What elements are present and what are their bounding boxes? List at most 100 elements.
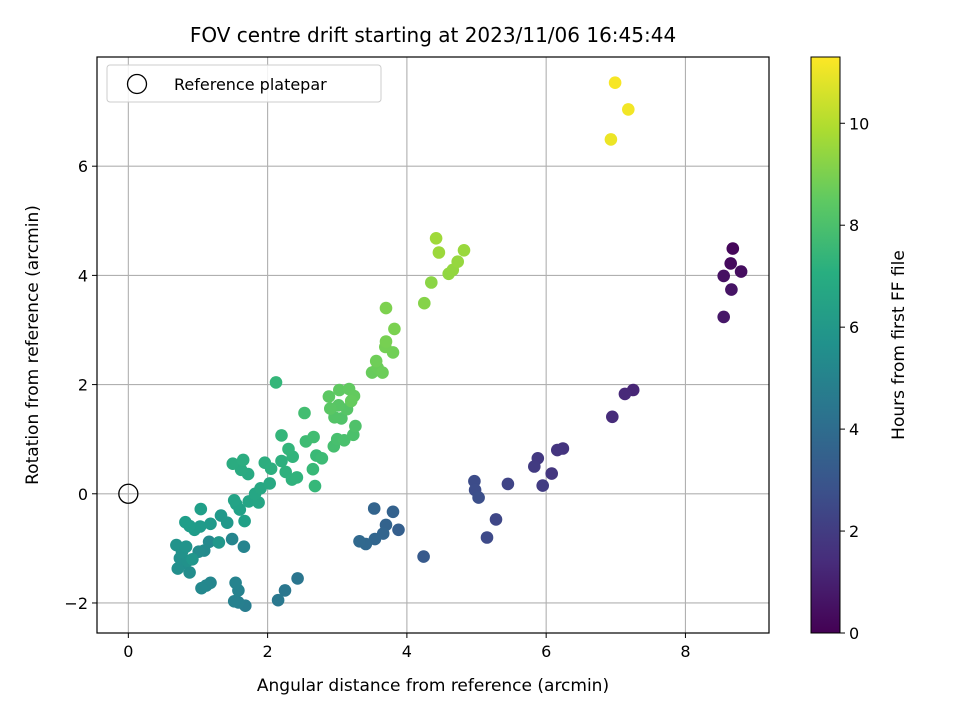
data-point xyxy=(324,402,337,415)
colorbar-tick-label: 8 xyxy=(849,216,859,235)
y-tick-label: 2 xyxy=(78,376,88,395)
data-point xyxy=(214,509,228,522)
x-tick-label: 6 xyxy=(541,642,551,661)
data-point xyxy=(528,460,541,473)
data-point xyxy=(337,434,351,447)
data-point xyxy=(367,502,381,515)
data-point xyxy=(179,540,193,553)
axis-ticks: 0 2 4 6 8 −2 0 2 4 6 xyxy=(64,157,690,661)
legend-entry-reference: Reference platepar xyxy=(174,75,327,94)
data-point xyxy=(480,531,494,544)
data-point xyxy=(379,335,393,348)
data-point xyxy=(344,394,358,408)
x-tick-label: 2 xyxy=(263,642,273,661)
y-tick-label: 4 xyxy=(78,266,88,285)
legend-reference-marker xyxy=(126,73,148,95)
data-point xyxy=(171,562,185,575)
x-tick-label: 0 xyxy=(123,642,133,661)
data-point xyxy=(306,462,320,476)
data-point xyxy=(229,576,242,590)
colorbar-ticks: 0 2 4 6 8 10 xyxy=(840,114,869,643)
data-point xyxy=(551,443,564,457)
data-point xyxy=(725,283,738,296)
data-point xyxy=(501,477,515,491)
data-point xyxy=(322,390,336,403)
data-point xyxy=(291,572,304,585)
data-point xyxy=(472,491,485,504)
data-point xyxy=(717,269,730,283)
data-point xyxy=(451,255,465,268)
data-point xyxy=(315,452,329,465)
data-point xyxy=(275,429,288,442)
data-point xyxy=(269,376,283,389)
data-point xyxy=(236,453,250,467)
data-point xyxy=(186,553,199,566)
grid xyxy=(97,57,769,633)
colorbar-label: Hours from first FF file xyxy=(889,250,909,440)
data-point xyxy=(726,242,740,255)
x-axis-label: Angular distance from reference (arcmin) xyxy=(257,676,609,696)
colorbar-tick-label: 0 xyxy=(849,624,859,643)
data-point xyxy=(349,419,362,433)
data-point xyxy=(724,257,737,270)
data-point xyxy=(604,133,618,146)
x-tick-label: 8 xyxy=(680,642,690,661)
data-point xyxy=(618,387,632,401)
data-point xyxy=(379,301,393,315)
data-point xyxy=(717,310,730,324)
data-point xyxy=(271,593,285,607)
y-tick-label: 0 xyxy=(78,485,88,504)
data-point xyxy=(282,442,295,456)
data-point xyxy=(179,515,192,529)
data-point xyxy=(227,595,241,608)
colorbar-tick-label: 10 xyxy=(849,114,869,133)
data-point xyxy=(734,265,748,278)
colorbar-tick-label: 2 xyxy=(849,522,859,541)
legend-box xyxy=(106,64,382,103)
data-point xyxy=(536,479,549,492)
data-point xyxy=(290,471,304,484)
data-point xyxy=(369,354,383,368)
data-point xyxy=(489,513,503,526)
data-point xyxy=(195,581,208,595)
data-point xyxy=(194,502,208,516)
data-point xyxy=(425,276,438,289)
data-point xyxy=(170,538,183,552)
data-point xyxy=(226,457,240,471)
data-point xyxy=(388,322,401,336)
y-axis-label: Rotation from reference (arcmin) xyxy=(23,205,43,485)
data-point xyxy=(264,462,278,476)
data-point xyxy=(386,505,400,519)
reference-platepar-marker xyxy=(118,483,139,504)
chart-title: FOV centre drift starting at 2023/11/06 … xyxy=(190,23,676,47)
colorbar-gradient xyxy=(810,56,841,634)
data-point xyxy=(333,383,346,397)
data-point xyxy=(417,550,430,563)
data-point xyxy=(275,454,288,468)
data-point xyxy=(429,232,443,245)
data-point xyxy=(237,540,251,553)
data-point xyxy=(622,103,635,116)
data-point xyxy=(545,467,558,480)
data-point xyxy=(457,244,471,257)
data-point xyxy=(212,536,226,549)
data-point xyxy=(418,296,431,310)
colorbar-tick-label: 4 xyxy=(849,420,859,439)
y-tick-label: 6 xyxy=(78,157,88,176)
data-point xyxy=(392,523,405,537)
y-tick-label: −2 xyxy=(64,594,88,613)
plot-frame xyxy=(96,56,770,634)
data-point xyxy=(608,76,622,89)
data-point xyxy=(238,514,251,528)
data-point xyxy=(307,430,320,444)
colorbar-tick-label: 6 xyxy=(849,318,859,337)
x-tick-label: 4 xyxy=(402,642,412,661)
data-point xyxy=(227,494,241,507)
data-point xyxy=(606,410,619,424)
data-point xyxy=(432,246,446,259)
data-point xyxy=(278,584,292,597)
scatter-points xyxy=(118,76,748,612)
data-point xyxy=(263,477,277,490)
data-point xyxy=(308,479,322,493)
